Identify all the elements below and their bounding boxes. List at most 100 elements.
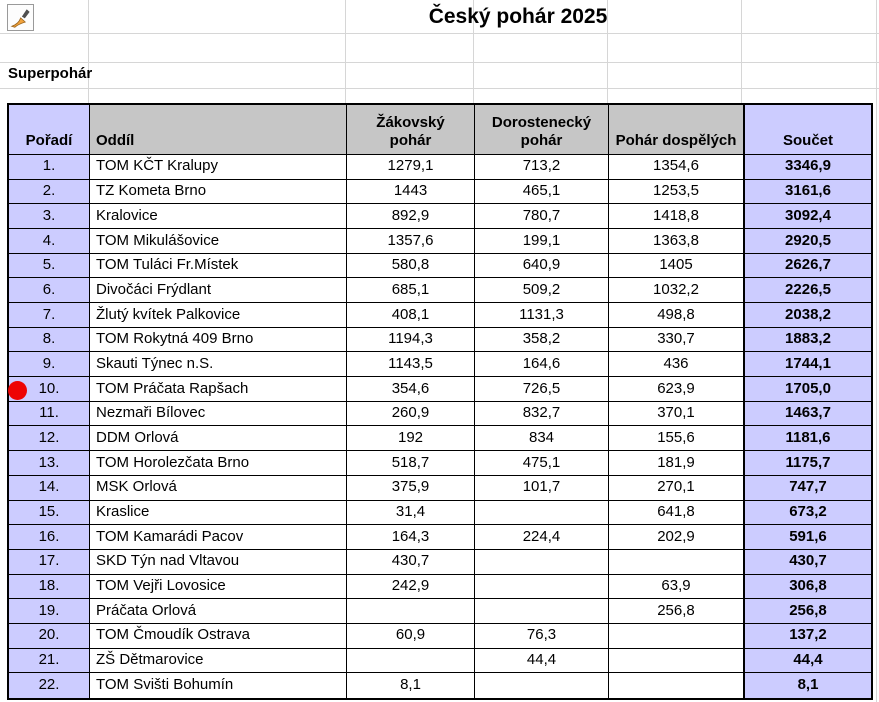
soucet-cell[interactable]: 306,8 (743, 574, 871, 600)
dospelych-score-cell[interactable]: 1253,5 (609, 180, 743, 205)
rank-cell[interactable]: 5. (9, 253, 90, 279)
dospelych-score-cell[interactable]: 641,8 (609, 501, 743, 526)
dospelych-score-cell[interactable]: 202,9 (609, 525, 743, 550)
zakovsky-score-cell[interactable]: 375,9 (347, 475, 475, 501)
club-cell[interactable]: TOM Horolezčata Brno (90, 451, 347, 476)
zakovsky-score-cell[interactable]: 685,1 (347, 278, 475, 304)
zakovsky-score-cell[interactable]: 192 (347, 426, 475, 452)
rank-cell[interactable]: 14. (9, 475, 90, 501)
column-header-rank[interactable]: Pořadí (9, 105, 90, 155)
dorostenecky-score-cell[interactable] (475, 500, 609, 526)
rank-cell[interactable]: 6. (9, 278, 90, 304)
zakovsky-score-cell[interactable]: 580,8 (347, 253, 475, 279)
zakovsky-score-cell[interactable]: 408,1 (347, 303, 475, 328)
zakovsky-score-cell[interactable]: 1443 (347, 179, 475, 205)
rank-cell[interactable]: 20. (9, 623, 90, 649)
dorostenecky-score-cell[interactable]: 465,1 (475, 179, 609, 205)
zakovsky-score-cell[interactable] (347, 648, 475, 674)
soucet-cell[interactable]: 1463,7 (743, 401, 871, 427)
dospelych-score-cell[interactable]: 256,8 (609, 599, 743, 624)
dorostenecky-score-cell[interactable]: 713,2 (475, 155, 609, 180)
dospelych-score-cell[interactable]: 1363,8 (609, 229, 743, 254)
rank-cell[interactable]: 17. (9, 549, 90, 575)
zakovsky-score-cell[interactable]: 31,4 (347, 500, 475, 526)
zakovsky-score-cell[interactable]: 518,7 (347, 451, 475, 476)
rank-cell[interactable]: 2. (9, 179, 90, 205)
soucet-cell[interactable]: 1181,6 (743, 426, 871, 452)
dorostenecky-score-cell[interactable]: 832,7 (475, 401, 609, 427)
dospelych-score-cell[interactable]: 1418,8 (609, 204, 743, 230)
rank-cell[interactable]: 19. (9, 599, 90, 624)
rank-cell[interactable]: 7. (9, 303, 90, 328)
zakovsky-score-cell[interactable]: 60,9 (347, 623, 475, 649)
page-title[interactable]: Český pohár 2025 (428, 5, 608, 28)
rank-cell[interactable]: 11. (9, 401, 90, 427)
soucet-cell[interactable]: 1705,0 (743, 377, 871, 402)
dospelych-score-cell[interactable]: 498,8 (609, 303, 743, 328)
dorostenecky-score-cell[interactable] (475, 673, 609, 698)
club-cell[interactable]: Kraslice (90, 500, 347, 526)
zakovsky-score-cell[interactable]: 1279,1 (347, 155, 475, 180)
dorostenecky-score-cell[interactable]: 640,9 (475, 253, 609, 279)
dorostenecky-score-cell[interactable] (475, 599, 609, 624)
soucet-cell[interactable]: 137,2 (743, 623, 871, 649)
dorostenecky-score-cell[interactable] (475, 549, 609, 575)
soucet-cell[interactable]: 747,7 (743, 475, 871, 501)
club-cell[interactable]: Žlutý kvítek Palkovice (90, 303, 347, 328)
rank-cell[interactable]: 8. (9, 327, 90, 353)
format-painter-button[interactable] (7, 4, 34, 31)
dospelych-score-cell[interactable] (609, 673, 743, 698)
club-cell[interactable]: Divočáci Frýdlant (90, 278, 347, 304)
zakovsky-score-cell[interactable] (347, 599, 475, 624)
rank-cell[interactable]: 22. (9, 673, 90, 698)
dospelych-score-cell[interactable]: 623,9 (609, 377, 743, 402)
dospelych-score-cell[interactable]: 155,6 (609, 426, 743, 452)
zakovsky-score-cell[interactable]: 892,9 (347, 204, 475, 230)
dorostenecky-score-cell[interactable]: 164,6 (475, 352, 609, 378)
dospelych-score-cell[interactable]: 436 (609, 352, 743, 378)
soucet-cell[interactable]: 44,4 (743, 648, 871, 674)
rank-cell[interactable]: 4. (9, 229, 90, 254)
soucet-cell[interactable]: 1883,2 (743, 327, 871, 353)
soucet-cell[interactable]: 2626,7 (743, 253, 871, 279)
club-cell[interactable]: TOM Rokytná 409 Brno (90, 327, 347, 353)
column-header-zakovsky-pohar[interactable]: Žákovský pohár (347, 105, 475, 155)
rank-cell[interactable]: 9. (9, 352, 90, 378)
club-cell[interactable]: TOM Kamarádi Pacov (90, 525, 347, 550)
soucet-cell[interactable]: 3161,6 (743, 179, 871, 205)
dospelych-score-cell[interactable] (609, 624, 743, 649)
dorostenecky-score-cell[interactable]: 76,3 (475, 623, 609, 649)
zakovsky-score-cell[interactable]: 260,9 (347, 401, 475, 427)
dorostenecky-score-cell[interactable]: 834 (475, 426, 609, 452)
club-cell[interactable]: TOM Vejři Lovosice (90, 574, 347, 600)
club-cell[interactable]: TOM Čmoudík Ostrava (90, 623, 347, 649)
club-cell[interactable]: Kralovice (90, 204, 347, 230)
club-cell[interactable]: Nezmaři Bílovec (90, 401, 347, 427)
dospelych-score-cell[interactable]: 1354,6 (609, 155, 743, 180)
club-cell[interactable]: Práčata Orlová (90, 599, 347, 624)
rank-cell[interactable]: 13. (9, 451, 90, 476)
dospelych-score-cell[interactable]: 63,9 (609, 575, 743, 600)
rank-cell[interactable]: 1. (9, 155, 90, 180)
soucet-cell[interactable]: 8,1 (743, 673, 871, 698)
zakovsky-score-cell[interactable]: 354,6 (347, 377, 475, 402)
rank-cell[interactable]: 3. (9, 204, 90, 230)
soucet-cell[interactable]: 591,6 (743, 525, 871, 550)
zakovsky-score-cell[interactable]: 1143,5 (347, 352, 475, 378)
soucet-cell[interactable]: 3346,9 (743, 155, 871, 180)
dorostenecky-score-cell[interactable]: 199,1 (475, 229, 609, 254)
zakovsky-score-cell[interactable]: 1194,3 (347, 327, 475, 353)
club-cell[interactable]: TOM Svišti Bohumín (90, 673, 347, 698)
soucet-cell[interactable]: 673,2 (743, 500, 871, 526)
soucet-cell[interactable]: 2226,5 (743, 278, 871, 304)
soucet-cell[interactable]: 1175,7 (743, 451, 871, 476)
dorostenecky-score-cell[interactable]: 475,1 (475, 451, 609, 476)
club-cell[interactable]: TOM KČT Kralupy (90, 155, 347, 180)
soucet-cell[interactable]: 430,7 (743, 549, 871, 575)
club-cell[interactable]: TOM Práčata Rapšach (90, 377, 347, 402)
club-cell[interactable]: Skauti Týnec n.S. (90, 352, 347, 378)
zakovsky-score-cell[interactable]: 430,7 (347, 549, 475, 575)
rank-cell[interactable]: 21. (9, 648, 90, 674)
zakovsky-score-cell[interactable]: 164,3 (347, 525, 475, 550)
dorostenecky-score-cell[interactable]: 1131,3 (475, 303, 609, 328)
